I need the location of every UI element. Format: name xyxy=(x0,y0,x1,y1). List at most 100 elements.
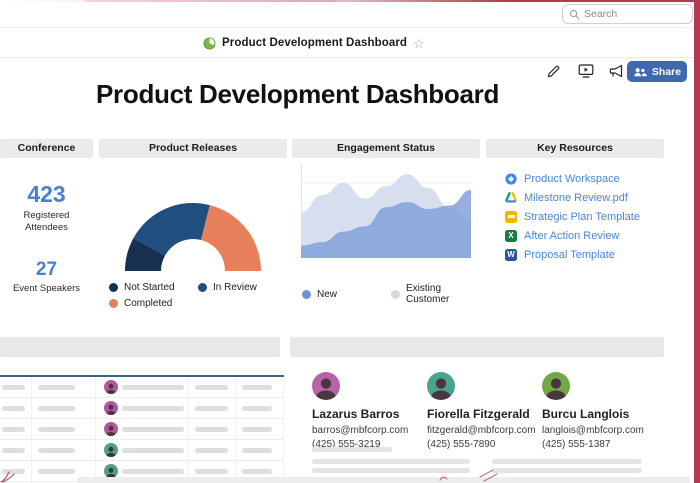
contact-name: Lazarus Barros xyxy=(312,407,400,421)
card-header-engagement: Engagement Status xyxy=(292,139,480,158)
browser-toolbar xyxy=(0,0,700,28)
placeholder-pill xyxy=(195,406,228,411)
search-box[interactable] xyxy=(562,4,693,24)
word-icon: W xyxy=(505,248,517,261)
area-chart xyxy=(301,165,471,258)
annotation-top-border xyxy=(0,0,700,2)
avatar xyxy=(104,380,118,394)
text-placeholder xyxy=(312,468,470,473)
placeholder-pill xyxy=(242,385,272,390)
legend-item-not-started: Not Started xyxy=(109,282,198,293)
placeholder-pill xyxy=(38,469,75,474)
area-legend: New Existing Customer xyxy=(292,283,480,305)
annotation-scribble-bottom-left xyxy=(0,471,15,483)
placeholder-pill xyxy=(195,469,228,474)
favorite-star-icon[interactable]: ☆ xyxy=(413,35,425,51)
placeholder-pill xyxy=(2,469,25,474)
section-header-placeholder-left xyxy=(0,337,280,357)
workspace-icon xyxy=(505,172,517,185)
table-row[interactable] xyxy=(0,440,284,461)
card-conference: Conference 423 Registered Attendees 27 E… xyxy=(0,139,93,295)
stat-registered-attendees: 423 Registered Attendees xyxy=(0,181,93,235)
table-row[interactable] xyxy=(0,419,284,440)
link-proposal-template[interactable]: W Proposal Template xyxy=(505,245,664,264)
placeholder-pill xyxy=(242,406,272,411)
link-label: Proposal Template xyxy=(524,248,615,261)
contact-email: langlois@mbfcorp.com xyxy=(542,425,644,436)
page-title: Product Development Dashboard xyxy=(96,79,500,109)
edit-button[interactable] xyxy=(543,62,563,80)
card-engagement-status: Engagement Status New Existing Customer xyxy=(292,139,480,305)
placeholder-pill xyxy=(2,448,25,453)
section-header-placeholder-right xyxy=(290,337,664,357)
drive-icon xyxy=(505,192,517,204)
doc-icon xyxy=(203,37,216,49)
legend-label: New xyxy=(317,288,338,300)
link-label: After Action Review xyxy=(524,229,620,242)
tasks-table xyxy=(0,375,284,483)
legend-item-in-review: In Review xyxy=(198,282,287,293)
stat-label: Event Speakers xyxy=(12,282,81,294)
placeholder-pill xyxy=(242,427,272,432)
placeholder-pill xyxy=(2,427,25,432)
table-row[interactable] xyxy=(0,377,284,398)
contact-card: Fiorella Fitzgerald fitzgerald@mbfcorp.c… xyxy=(427,372,539,450)
contact-name: Fiorella Fitzgerald xyxy=(427,407,530,421)
search-input[interactable] xyxy=(584,8,674,20)
resource-links: Product Workspace Milestone Review.pdf S… xyxy=(486,158,664,264)
slides-icon xyxy=(505,210,517,223)
contact-phone: (425) 555-1387 xyxy=(542,439,611,450)
placeholder-pill xyxy=(38,448,75,453)
link-strategic-plan[interactable]: Strategic Plan Template xyxy=(505,207,664,226)
placeholder-pill xyxy=(2,406,25,411)
text-placeholder xyxy=(492,468,642,473)
link-product-workspace[interactable]: Product Workspace xyxy=(505,169,664,188)
legend-item-existing-customer: Existing Customer xyxy=(391,283,480,305)
placeholder-pill xyxy=(38,427,75,432)
monitor-play-icon xyxy=(578,64,594,78)
legend-item-completed: Completed xyxy=(109,298,198,309)
placeholder-pill xyxy=(122,427,184,432)
legend-label: Not Started xyxy=(124,282,175,293)
placeholder-pill xyxy=(195,385,228,390)
link-label: Strategic Plan Template xyxy=(524,210,640,223)
announce-button[interactable] xyxy=(606,62,626,80)
avatar xyxy=(542,372,570,400)
avatar xyxy=(104,422,118,436)
contact-name: Burcu Langlois xyxy=(542,407,630,421)
doc-header: Product Development Dashboard ☆ Share xyxy=(0,28,700,82)
contact-phone: (425) 555-7890 xyxy=(427,439,496,450)
contact-card: Lazarus Barros barros@mbfcorp.com (425) … xyxy=(312,372,424,450)
legend-dot xyxy=(391,289,400,299)
card-header-product-releases: Product Releases xyxy=(99,139,287,158)
legend-label: Existing Customer xyxy=(406,283,450,305)
share-people-icon xyxy=(634,67,647,76)
gauge-legend: Not Started In Review Completed xyxy=(99,282,287,309)
link-after-action-review[interactable]: X After Action Review xyxy=(505,226,664,245)
search-icon xyxy=(569,9,580,19)
link-milestone-review[interactable]: Milestone Review.pdf xyxy=(505,188,664,207)
card-key-resources: Key Resources Product Workspace Mileston… xyxy=(486,139,664,264)
avatar xyxy=(427,372,455,400)
annotation-scribble-bottom-center xyxy=(439,469,498,482)
legend-dot xyxy=(109,283,118,292)
doc-title-group: Product Development Dashboard ☆ xyxy=(203,28,425,58)
avatar xyxy=(104,464,118,478)
placeholder-pill xyxy=(38,385,75,390)
annotation-right-border xyxy=(694,0,700,483)
placeholder-pill xyxy=(195,427,228,432)
card-header-key-resources: Key Resources xyxy=(486,139,664,158)
contact-card: Burcu Langlois langlois@mbfcorp.com (425… xyxy=(542,372,654,450)
table-row[interactable] xyxy=(0,398,284,419)
placeholder-pill xyxy=(242,469,272,474)
present-button[interactable] xyxy=(576,62,596,80)
placeholder-pill xyxy=(122,448,184,453)
share-button[interactable]: Share xyxy=(627,61,687,82)
stat-label: Registered Attendees xyxy=(23,210,70,234)
placeholder-pill xyxy=(195,448,228,453)
placeholder-pill xyxy=(2,385,25,390)
megaphone-icon xyxy=(609,64,623,78)
legend-dot xyxy=(198,283,207,292)
doc-title: Product Development Dashboard xyxy=(222,37,408,49)
